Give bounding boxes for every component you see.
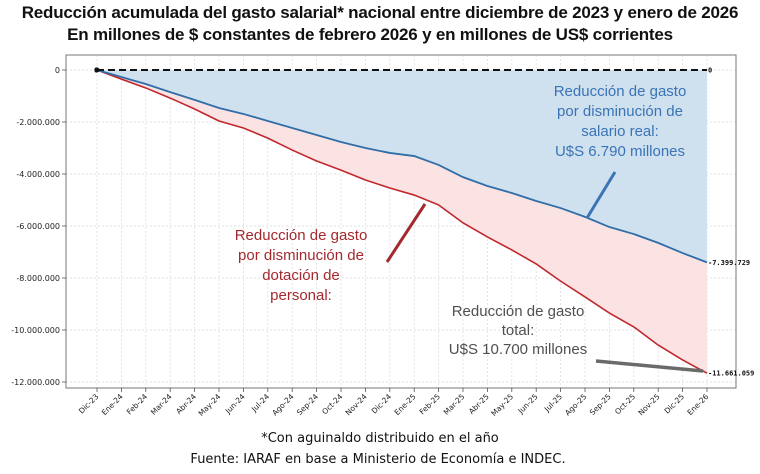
- plot-border: [65, 54, 737, 389]
- x-tick-label: Ago-25: [563, 392, 589, 418]
- chart-title: Reducción acumulada del gasto salarial* …: [21, 3, 739, 22]
- y-tick-label: 0: [55, 66, 60, 75]
- annotation-dotacion-line: Reducción de gasto: [235, 227, 368, 244]
- end-label-salario-real: -7.399.729: [708, 259, 750, 267]
- y-tick-label: -10.000.000: [11, 326, 60, 335]
- pointer-total: [595, 359, 704, 373]
- x-tick-label: Dic-23: [77, 392, 101, 416]
- annotation-salario-real-line: por disminución de: [557, 103, 683, 120]
- x-tick-label: Feb-25: [418, 392, 443, 417]
- y-tick-label: -6.000.000: [16, 222, 60, 231]
- x-tick-label: Mar-25: [442, 392, 467, 417]
- x-tick-label: Jul-25: [542, 392, 564, 414]
- annotation-total-line: Reducción de gasto: [452, 303, 585, 320]
- line-salario-real: [96, 69, 708, 264]
- annotation-total-line: total:: [502, 322, 535, 339]
- annotation-salario-real-line: U$S 6.790 millones: [555, 143, 685, 160]
- end-labels: 0 -7.399.729 -11.661.059: [708, 67, 754, 378]
- x-tick-label: Ago-24: [270, 392, 296, 418]
- x-tick-label: Jul-24: [249, 392, 271, 414]
- x-tick-label: Ene-26: [685, 392, 710, 417]
- x-tick-label: Mar-24: [149, 392, 174, 417]
- x-tick-label: Feb-24: [125, 392, 150, 417]
- end-label-total: -11.661.059: [708, 370, 754, 378]
- x-tick-label: Jun-25: [516, 392, 540, 416]
- x-tick-label: Sep-25: [588, 392, 613, 417]
- x-tick-label: Dic-25: [663, 392, 687, 416]
- x-tick-label: Jun-24: [223, 392, 247, 416]
- line-total: [96, 69, 708, 374]
- start-label: 0: [94, 67, 98, 75]
- annotations: Reducción de gasto por disminución de sala…: [235, 83, 687, 358]
- y-tick-label: -2.000.000: [16, 118, 60, 127]
- x-tick-label: Oct-24: [320, 392, 344, 416]
- y-tick-label: -12.000.000: [11, 378, 60, 387]
- footnote: *Con aguinaldo distribuido en el año: [261, 431, 499, 446]
- annotation-salario-real-line: salario real:: [581, 123, 659, 140]
- annotation-total-line: U$S 10.700 millones: [449, 341, 587, 358]
- x-tick-label: Dic-24: [370, 392, 394, 416]
- y-tick-label: -8.000.000: [16, 274, 60, 283]
- x-tick-label: Nov-25: [636, 392, 661, 417]
- chart-subtitle: En millones de $ constantes de febrero 2…: [67, 25, 673, 44]
- plot-frame: [65, 54, 737, 389]
- area-salario-real: [97, 70, 707, 263]
- annotation-dotacion-line: personal:: [270, 287, 332, 304]
- x-tick-label: Ene-24: [100, 392, 125, 417]
- areas: [97, 70, 707, 374]
- x-tick-label: Nov-24: [344, 392, 369, 417]
- series-lines: 0: [94, 67, 708, 374]
- y-tick-label: -4.000.000: [16, 170, 60, 179]
- x-tick-label: Abr-25: [467, 392, 491, 416]
- x-tick-label: May-25: [489, 392, 515, 418]
- source-note: Fuente: IARAF en base a Ministerio de Ec…: [190, 452, 566, 467]
- end-label-base: 0: [708, 67, 712, 75]
- x-tick-label: Ene-25: [393, 392, 418, 417]
- x-tick-label: Oct-25: [613, 392, 637, 416]
- area-dotacion: [97, 70, 707, 374]
- annotation-dotacion-line: por disminución de: [238, 247, 364, 264]
- pointer-dotacion: [385, 203, 427, 263]
- x-tick-label: Sep-24: [295, 392, 320, 417]
- x-tick-label: Abr-24: [174, 392, 198, 416]
- annotation-pointers: [385, 171, 704, 373]
- x-tick-label: May-24: [197, 392, 223, 418]
- annotation-salario-real-line: Reducción de gasto: [554, 83, 687, 100]
- annotation-dotacion-line: dotación de: [262, 267, 340, 284]
- y-axis: 0 -2.000.000 -4.000.000 -6.000.000 -8.000.00…: [11, 66, 66, 387]
- pointer-salario-real: [585, 171, 617, 219]
